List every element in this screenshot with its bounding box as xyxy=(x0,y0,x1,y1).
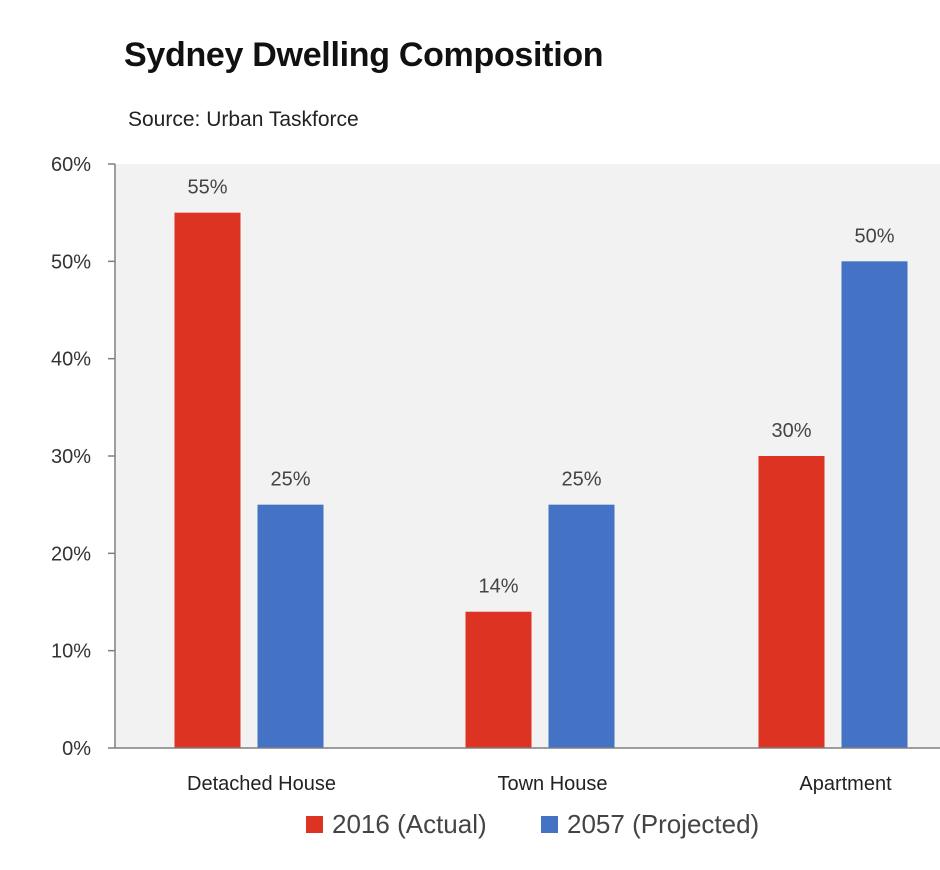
legend-label: 2057 (Projected) xyxy=(567,809,759,839)
bar xyxy=(257,504,324,748)
y-tick-label: 60% xyxy=(51,154,91,176)
legend-swatch xyxy=(306,816,323,833)
legend-label: 2016 (Actual) xyxy=(332,809,487,839)
x-tick-label: Town House xyxy=(497,773,607,795)
chart-title: Sydney Dwelling Composition xyxy=(124,36,604,74)
y-tick-label: 50% xyxy=(51,251,91,273)
y-tick-label: 10% xyxy=(51,641,91,663)
legend-swatch xyxy=(541,816,558,833)
y-tick-label: 0% xyxy=(62,738,91,760)
y-tick-label: 20% xyxy=(51,543,91,565)
bar xyxy=(841,261,908,748)
chart-subtitle: Source: Urban Taskforce xyxy=(128,108,359,131)
data-label: 25% xyxy=(561,469,601,491)
bar xyxy=(758,456,825,748)
data-label: 55% xyxy=(187,177,227,199)
x-tick-label: Apartment xyxy=(799,773,892,795)
y-tick-label: 30% xyxy=(51,446,91,468)
bar xyxy=(174,212,241,748)
data-label: 30% xyxy=(771,420,811,442)
data-label: 25% xyxy=(270,469,310,491)
data-label: 14% xyxy=(478,576,518,598)
data-label: 50% xyxy=(854,225,894,247)
bar xyxy=(465,611,532,748)
y-tick-label: 40% xyxy=(51,349,91,371)
x-tick-label: Detached House xyxy=(187,773,336,795)
bar xyxy=(548,504,615,748)
